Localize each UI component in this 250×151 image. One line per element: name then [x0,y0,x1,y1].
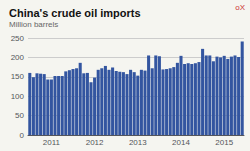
svg-text:0: 0 [20,131,25,140]
svg-text:2011: 2011 [43,138,61,147]
svg-text:2013: 2013 [129,138,147,147]
svg-text:100: 100 [11,92,25,101]
svg-text:200: 200 [11,53,25,62]
svg-text:2012: 2012 [86,138,104,147]
svg-text:China's crude oil imports: China's crude oil imports [9,7,141,19]
svg-text:2014: 2014 [172,138,190,147]
svg-text:oX: oX [235,3,245,12]
svg-text:250: 250 [11,34,25,43]
svg-text:150: 150 [11,72,25,81]
svg-text:Million barrels: Million barrels [9,20,58,29]
svg-text:2015: 2015 [215,138,233,147]
svg-text:50: 50 [15,111,24,120]
